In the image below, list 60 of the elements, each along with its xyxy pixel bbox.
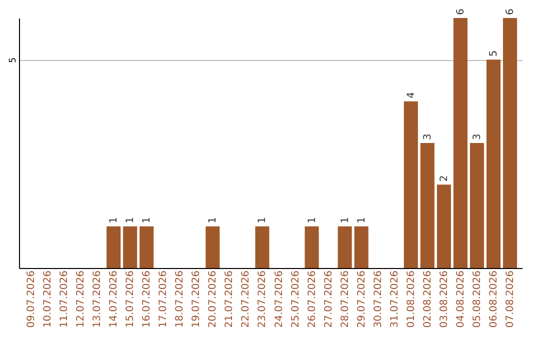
x-tick-label: 09.07.2026 [26,270,37,328]
x-tick-label: 04.08.2026 [455,270,466,328]
data-label: 2 [438,175,450,182]
x-tick-label: 19.07.2026 [191,270,202,328]
x-tick-label: 07.08.2026 [505,270,516,328]
data-label: 1 [257,216,268,224]
bar [486,60,501,268]
x-tick-label: 24.07.2026 [274,270,285,328]
data-label: 6 [455,8,466,15]
bar [453,18,468,268]
x-tick-label: 17.07.2026 [158,270,170,328]
data-label: 1 [108,216,120,224]
x-tick-label: 11.07.2026 [59,270,70,328]
x-tick-label: 29.07.2026 [356,270,368,328]
bar [304,226,319,268]
data-label: 1 [125,216,136,224]
x-tick-label: 25.07.2026 [290,270,302,328]
x-tick-label: 20.07.2026 [208,270,219,328]
x-tick-label: 05.08.2026 [472,270,483,328]
bar [470,143,484,268]
x-tick-label: 23.07.2026 [257,270,268,328]
data-label: 3 [422,134,434,140]
bar [106,226,121,268]
x-tick-label: 21.07.2026 [224,270,236,328]
x-tick-label: 15.07.2026 [125,270,136,328]
data-label: 5 [488,50,500,57]
x-tick-label: 31.07.2026 [389,270,400,328]
x-tick-label: 27.07.2026 [323,270,334,328]
bar [140,226,154,268]
x-tick-label: 10.07.2026 [42,270,54,328]
bar [404,101,418,268]
data-label: 1 [340,216,351,224]
bar [354,226,368,268]
x-tick-label: 30.07.2026 [372,270,384,328]
x-tick-label: 22.07.2026 [240,270,252,328]
x-tick-label: 02.08.2026 [422,270,434,328]
data-label: 1 [306,216,318,224]
bar [255,226,270,268]
bar [436,184,451,268]
data-label: 4 [406,92,417,98]
x-tick-label: 03.08.2026 [438,270,450,328]
x-tick-label: 12.07.2026 [76,270,87,328]
x-tick-label: 14.07.2026 [108,270,120,328]
x-tick-label: 18.07.2026 [174,270,186,328]
x-tick-label: 06.08.2026 [488,270,500,328]
data-label: 1 [142,216,153,224]
x-tick-label: 01.08.2026 [406,270,417,328]
x-tick-label: 26.07.2026 [306,270,318,328]
bar [206,226,220,268]
bar [503,18,518,268]
data-label: 3 [472,134,483,140]
data-label: 1 [208,216,219,224]
bar [123,226,138,268]
bar [420,143,434,268]
bar [338,226,352,268]
x-tick-label: 28.07.2026 [340,270,351,328]
data-label: 6 [505,8,516,15]
x-tick-label: 13.07.2026 [92,270,104,328]
data-label: 1 [356,216,368,224]
x-tick-label: 16.07.2026 [142,270,153,328]
